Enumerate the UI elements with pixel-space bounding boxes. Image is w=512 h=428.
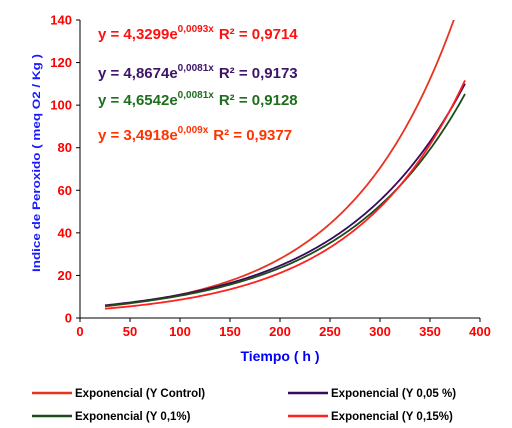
y-axis-ticks: 0 20 40 60 80 100 120 140 [50,13,80,326]
trendline-equations: y = 4,3299e0,0093x R² = 0,9714 y = 4,8674e… [98,24,298,144]
series-curves [104,20,466,310]
y-tick-label: 120 [50,55,72,70]
equation-exponent: 0,0081x [178,63,215,74]
x-tick-label: 150 [219,324,241,339]
equation-r2: R² = 0,9173 [219,65,298,82]
legend: Exponencial (Y Control) Exponencial (Y 0,… [32,388,456,423]
equation-label-1: y = 4,3299e0,0093x R² = 0,9714 [98,24,298,43]
x-tick-label: 200 [269,324,291,339]
equation-exponent: 0,0081x [178,90,215,101]
legend-label-1: Exponencial (Y Control) [75,388,205,400]
y-tick-label: 140 [50,13,72,28]
y-tick-label: 40 [58,225,72,240]
y-axis-title: Indice de Peroxido ( meq O2 / Kg ) [31,54,43,272]
x-tick-label: 0 [76,324,83,339]
legend-label-3: Exponencial (Y 0,1%) [75,411,191,423]
x-axis-ticks: 0 50 100 150 200 250 300 350 400 [76,318,491,339]
series-line-4 [104,79,466,310]
x-tick-label: 100 [169,324,191,339]
equation-r2: R² = 0,9128 [219,92,298,109]
equation-base: y = 4,8674e [98,65,178,82]
equation-label-2: y = 4,8674e0,0081x R² = 0,9173 [98,63,298,82]
x-tick-label: 50 [123,324,137,339]
series-line-3 [104,93,466,307]
legend-label-4: Exponencial (Y 0,15%) [331,411,453,423]
equation-exponent: 0,0093x [178,24,215,35]
x-tick-label: 350 [419,324,441,339]
y-tick-label: 80 [58,140,72,155]
legend-label-2: Exponencial (Y 0,05 %) [331,388,456,400]
equation-label-4: y = 3,4918e0,009x R² = 0,9377 [98,125,292,144]
equation-label-3: y = 4,6542e0,0081x R² = 0,9128 [98,90,298,109]
equation-r2: R² = 0,9377 [213,127,292,144]
x-tick-label: 400 [469,324,491,339]
equation-base: y = 3,4918e [98,127,178,144]
x-axis-title: Tiempo ( h ) [240,348,319,364]
equation-base: y = 4,3299e [98,26,178,43]
y-tick-label: 0 [65,311,72,326]
equation-exponent: 0,009x [178,125,209,136]
equation-base: y = 4,6542e [98,92,178,109]
series-line-1 [104,20,455,308]
y-tick-label: 60 [58,183,72,198]
x-tick-label: 250 [319,324,341,339]
y-tick-label: 20 [58,268,72,283]
equation-r2: R² = 0,9714 [219,26,298,43]
x-tick-label: 300 [369,324,391,339]
y-tick-label: 100 [50,98,72,113]
